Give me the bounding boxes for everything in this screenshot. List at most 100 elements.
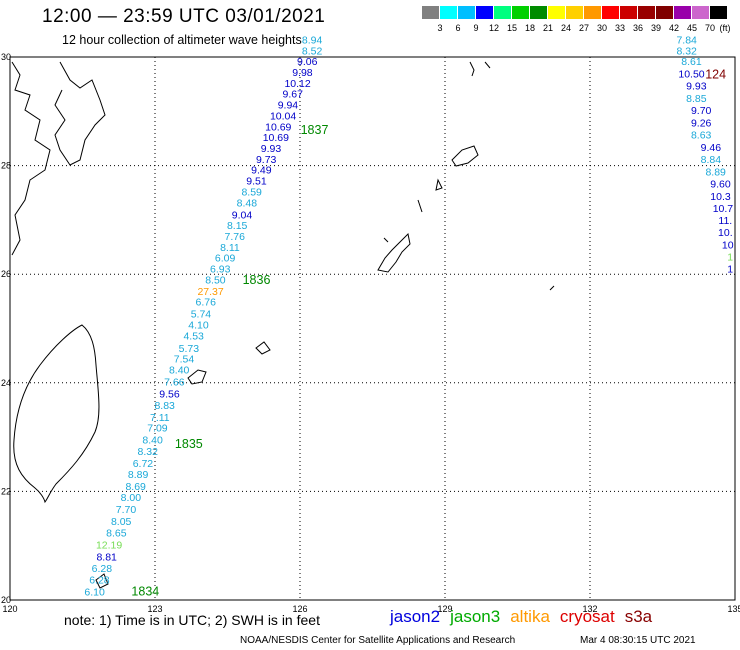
swh-value-label: 8.50 <box>205 274 226 286</box>
color-scale-tick: 15 <box>506 23 517 33</box>
color-scale-tick: 70 <box>704 23 715 33</box>
swh-value-label: 4.10 <box>188 320 209 332</box>
coastline-taiwan <box>13 324 100 504</box>
pass-number-label: 1835 <box>175 437 203 451</box>
color-swatch <box>584 6 601 19</box>
swh-value-label: 9.60 <box>710 178 731 190</box>
swh-value-label: 8.83 <box>154 400 175 412</box>
swh-value-label: 8.65 <box>106 527 127 539</box>
color-swatch <box>692 6 709 19</box>
swh-value-label: 9.26 <box>691 118 712 130</box>
color-scale-tick: 30 <box>596 23 607 33</box>
swh-value-label: 6.10 <box>84 587 105 599</box>
color-scale-tick: 45 <box>686 23 697 33</box>
swh-value-label: 8.11 <box>220 242 240 254</box>
lat-tick-label: 24 <box>1 378 11 388</box>
color-swatch <box>656 6 673 19</box>
swh-value-label: 6.09 <box>215 253 236 265</box>
swh-value-label: 9.98 <box>292 67 313 79</box>
color-scale-tick: 9 <box>473 23 479 33</box>
swh-value-label: 5.73 <box>179 343 200 355</box>
swh-value-label: 10.04 <box>270 110 296 122</box>
swh-value-label: 9.94 <box>278 100 299 112</box>
color-swatch <box>494 6 511 19</box>
legend-entry-altika: altika <box>510 607 550 626</box>
color-swatch <box>422 6 439 19</box>
swh-value-label: 7.76 <box>225 231 246 243</box>
swh-value-label: 9.56 <box>159 388 180 400</box>
swh-value-label: 8.05 <box>111 516 132 528</box>
swh-value-label: 5.74 <box>191 309 212 321</box>
footnote: note: 1) Time is in UTC; 2) SWH is in fe… <box>64 612 320 628</box>
swh-value-label: 27.37 <box>197 286 223 298</box>
pass-number-label: 1836 <box>243 273 271 287</box>
legend-entry-s3a: s3a <box>624 607 653 626</box>
swh-value-label: 7.66 <box>164 377 185 389</box>
coastline-small-islands <box>383 61 555 291</box>
color-scale-tick: 39 <box>650 23 661 33</box>
page-subtitle: 12 hour collection of altimeter wave hei… <box>62 33 302 47</box>
legend-entry-jason2: jason2 <box>390 607 441 626</box>
swh-value-label: 9.46 <box>701 142 722 154</box>
map-frame <box>9 56 736 601</box>
swh-value-label: 10 <box>722 240 734 252</box>
swh-value-label: 7.54 <box>174 354 195 366</box>
swh-value-label: 6.28 <box>92 563 113 575</box>
swh-value-label: 6.72 <box>133 458 154 470</box>
coastline-amami <box>451 145 479 167</box>
swh-value-label: 4.53 <box>183 330 204 342</box>
credit-line: NOAA/NESDIS Center for Satellite Applica… <box>240 635 516 646</box>
pass-number-label: 1834 <box>131 585 159 599</box>
color-scale-tick: 24 <box>560 23 571 33</box>
color-swatch <box>548 6 565 19</box>
swh-value-label: 8.94 <box>302 34 323 46</box>
swh-value-label: 8.84 <box>701 154 722 166</box>
color-scale-tick: 33 <box>614 23 625 33</box>
swh-value-label: 8.63 <box>691 129 712 141</box>
swh-value-label: 8.85 <box>686 93 707 105</box>
swh-value-label: 9.70 <box>691 105 712 117</box>
swh-value-label: 8.89 <box>128 469 149 481</box>
lon-tick-label: 123 <box>147 604 162 614</box>
swh-value-label: 8.32 <box>138 446 159 458</box>
swh-value-label: 8.00 <box>121 492 142 504</box>
color-scale-tick: 42 <box>668 23 679 33</box>
legend-entry-jason3: jason3 <box>450 607 501 626</box>
lon-tick-label: 129 <box>437 604 452 614</box>
swh-value-label: 8.48 <box>237 197 258 209</box>
swh-value-label: 8.40 <box>142 435 163 447</box>
swh-value-label: 7.70 <box>116 504 137 516</box>
swh-value-label: 8.52 <box>302 45 323 57</box>
swh-value-label: 10. <box>718 227 733 239</box>
swh-value-label: 8.81 <box>96 551 117 563</box>
color-swatch <box>440 6 457 19</box>
swh-value-label: 12.19 <box>96 539 122 551</box>
swh-value-label: 8.32 <box>676 45 697 57</box>
swh-value-label: 6.28 <box>89 575 110 587</box>
swh-value-label: 10.3 <box>710 191 731 203</box>
swh-value-label: 10.50 <box>678 69 704 81</box>
color-scale-tick: 27 <box>578 23 589 33</box>
swh-value-label: 8.40 <box>169 365 190 377</box>
color-swatch <box>512 6 529 19</box>
lat-tick-label: 20 <box>1 595 11 605</box>
swh-value-label: 1 <box>727 264 733 276</box>
swh-value-label: 6.93 <box>210 264 231 276</box>
swh-value-label: 8.69 <box>125 481 146 493</box>
color-swatch <box>638 6 655 19</box>
color-scale-tick: 18 <box>524 23 535 33</box>
color-swatch <box>476 6 493 19</box>
color-scale-tick: 3 <box>437 23 443 33</box>
page-title: 12:00 — 23:59 UTC 03/01/2021 <box>42 6 326 27</box>
color-swatch <box>566 6 583 19</box>
color-swatch <box>710 6 727 19</box>
legend-entry-cryosat: cryosat <box>559 607 615 626</box>
swh-value-label: 7.09 <box>147 423 168 435</box>
coastline-mainland <box>11 61 106 256</box>
swh-value-label: 6.76 <box>196 297 217 309</box>
color-scale-tick: 12 <box>488 23 499 33</box>
satellite-legend: jason2 jason3 altika cryosat s3a <box>390 607 662 627</box>
coastline-islands <box>95 341 271 589</box>
lon-tick-label: 135 <box>727 604 740 614</box>
